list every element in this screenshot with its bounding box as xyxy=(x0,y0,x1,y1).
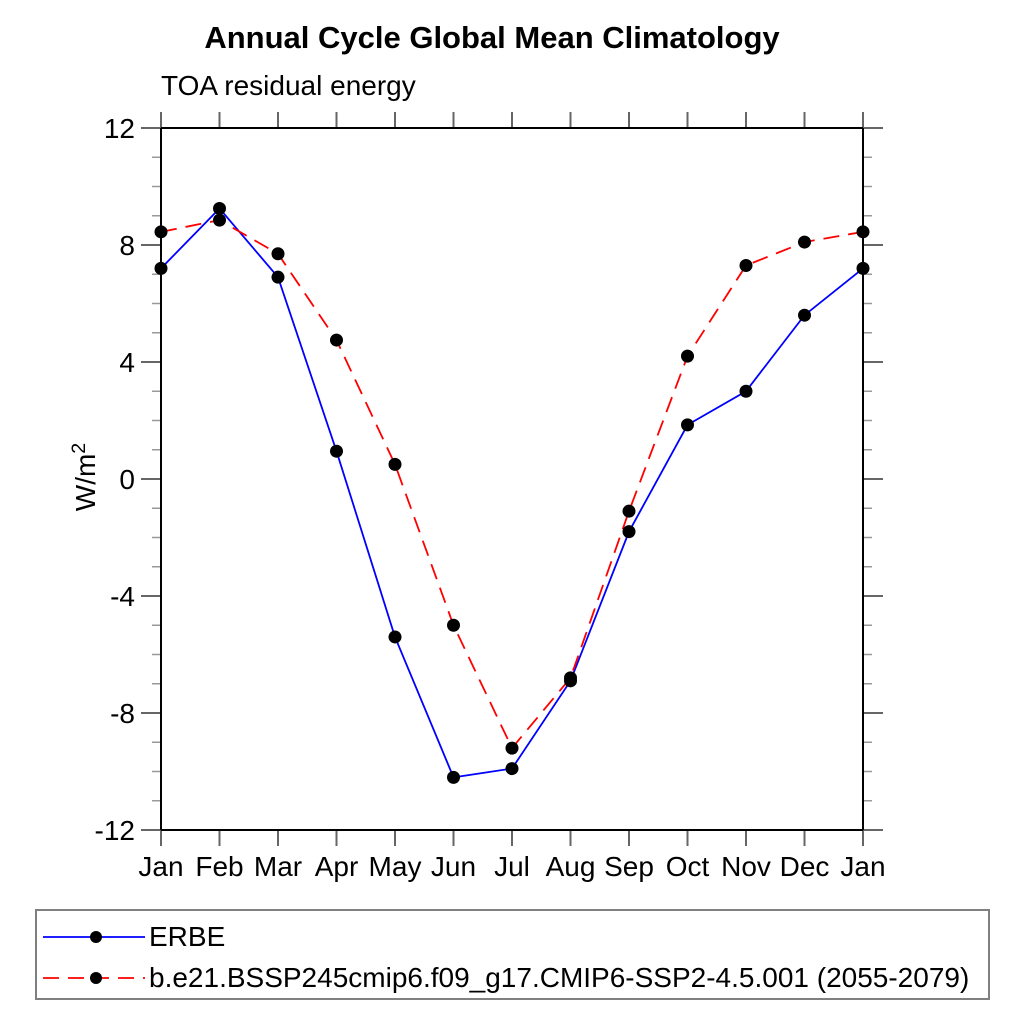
data-point xyxy=(154,261,168,275)
x-tick-label: Jan xyxy=(138,851,183,882)
data-point xyxy=(330,444,343,458)
y-tick-label: -8 xyxy=(110,698,135,729)
data-point xyxy=(330,333,343,347)
x-tick-label: Oct xyxy=(666,851,710,882)
erbe-sample-marker xyxy=(90,931,102,943)
data-point xyxy=(388,630,402,644)
data-point xyxy=(564,671,577,685)
x-tick-label: Nov xyxy=(721,851,771,882)
data-point xyxy=(388,457,402,471)
data-point xyxy=(622,525,636,539)
data-point xyxy=(739,258,753,272)
y-axis-ticks xyxy=(141,127,883,831)
data-point xyxy=(856,261,870,275)
x-tick-label: Jul xyxy=(494,851,530,882)
data-point xyxy=(271,270,285,284)
x-tick-label: May xyxy=(369,851,422,882)
series-line-0 xyxy=(160,207,864,779)
y-tick-label: -12 xyxy=(95,815,135,846)
y-tick-label: -4 xyxy=(110,581,135,612)
data-point xyxy=(622,504,636,518)
y-tick-label: 4 xyxy=(119,347,135,378)
y-tick-label: 0 xyxy=(119,464,135,495)
data-point xyxy=(505,762,519,776)
data-point xyxy=(856,225,870,239)
data-point xyxy=(681,349,694,363)
data-point xyxy=(154,225,168,239)
x-tick-label: Sep xyxy=(604,851,654,882)
chart-title: Annual Cycle Global Mean Climatology xyxy=(204,20,780,55)
data-point xyxy=(798,235,811,249)
plot-frame xyxy=(160,127,864,831)
data-point xyxy=(681,418,694,432)
data-point xyxy=(505,741,519,755)
x-tick-label: Dec xyxy=(780,851,830,882)
data-point xyxy=(739,384,753,398)
x-tick-label: Apr xyxy=(315,851,359,882)
y-tick-label: 12 xyxy=(104,113,135,144)
data-point xyxy=(213,213,226,227)
series-markers-0 xyxy=(154,201,870,784)
legend-item-erbe: ERBE xyxy=(41,921,226,952)
erbe-line-sample xyxy=(43,931,145,943)
data-point xyxy=(447,770,460,784)
model-line-sample xyxy=(43,972,145,984)
series-markers-1 xyxy=(154,213,870,755)
x-tick-label: Jun xyxy=(431,851,476,882)
chart-subtitle: TOA residual energy xyxy=(161,70,416,101)
legend-label-erbe: ERBE xyxy=(149,921,226,952)
legend-item-model: b.e21.BSSP245cmip6.f09_g17.CMIP6-SSP2-4.… xyxy=(41,962,970,993)
legend-label-model: b.e21.BSSP245cmip6.f09_g17.CMIP6-SSP2-4.… xyxy=(149,962,970,993)
x-axis-ticks xyxy=(160,112,864,846)
x-tick-labels: Jan Feb Mar Apr May Jun Jul Aug Sep Oct Nov Dec Jan xyxy=(138,851,885,882)
model-sample-marker xyxy=(90,972,102,984)
x-tick-label: Jan xyxy=(840,851,885,882)
x-tick-label: Feb xyxy=(195,851,243,882)
data-point xyxy=(447,618,460,632)
x-tick-label: Aug xyxy=(546,851,596,882)
y-tick-labels: 12 8 4 0 -4 -8 -12 xyxy=(95,113,135,846)
data-point xyxy=(213,201,226,215)
data-point xyxy=(271,247,285,261)
series-line-1 xyxy=(160,219,864,750)
data-point xyxy=(798,308,811,322)
y-tick-label: 8 xyxy=(119,230,135,261)
legend: ERBE b.e21.BSSP245cmip6.f09_g17.CMIP6-SS… xyxy=(35,909,990,1000)
x-tick-label: Mar xyxy=(254,851,302,882)
